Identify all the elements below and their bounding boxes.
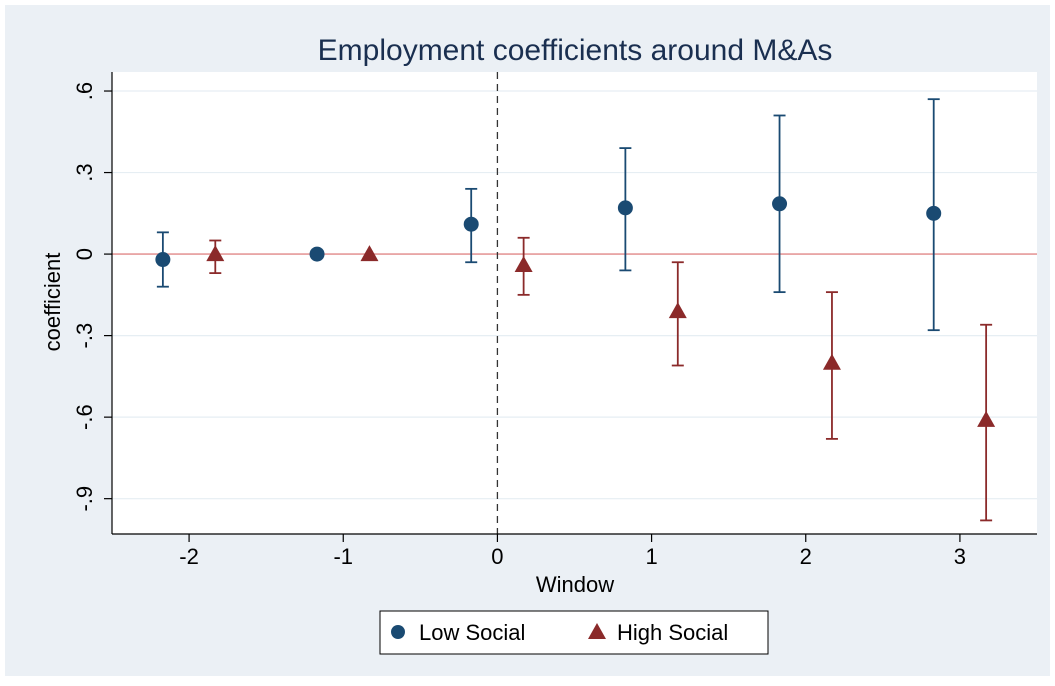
legend-high-social-label: High Social xyxy=(617,620,728,645)
high-social-point xyxy=(977,410,996,427)
y-tick-label: -.6 xyxy=(72,404,97,430)
y-tick-label: -.9 xyxy=(72,486,97,512)
y-tick-label: -.3 xyxy=(72,323,97,349)
low-social-series xyxy=(155,98,942,332)
low-social-point xyxy=(309,246,325,262)
data-series xyxy=(155,98,996,522)
high-social-point xyxy=(514,255,533,272)
low-social-point xyxy=(772,196,788,212)
y-tick-label: 0 xyxy=(72,248,97,260)
axis-ticks: .6 .3 0 -.3 -.6 -.9 -2 -1 0 1 2 3 xyxy=(72,82,966,569)
legend-box xyxy=(379,610,769,655)
high-social-point xyxy=(360,245,379,262)
legend-high-social-marker xyxy=(588,623,606,639)
x-tick-label: -1 xyxy=(333,544,353,569)
y-tick-label: .6 xyxy=(72,82,97,100)
low-social-point xyxy=(463,216,479,232)
x-axis-label: Window xyxy=(536,572,614,597)
x-tick-label: 0 xyxy=(491,544,503,569)
x-tick-label: -2 xyxy=(179,544,199,569)
plot-area xyxy=(112,72,1037,534)
reference-lines xyxy=(112,72,1037,534)
x-tick-label: 2 xyxy=(800,544,812,569)
chart-title: Employment coefficients around M&As xyxy=(318,34,833,67)
legend-low-social-label: Low Social xyxy=(419,620,525,645)
y-axis-label: coefficient xyxy=(40,253,65,352)
low-social-point xyxy=(926,205,942,221)
gridlines xyxy=(112,90,1037,500)
high-social-series xyxy=(206,236,996,522)
high-social-point xyxy=(668,302,687,319)
x-tick-label: 1 xyxy=(645,544,657,569)
low-social-point xyxy=(617,200,633,216)
legend: Low Social High Social xyxy=(379,610,769,655)
legend-low-social-marker xyxy=(391,625,405,639)
low-social-point xyxy=(155,252,171,268)
x-tick-label: 3 xyxy=(954,544,966,569)
high-social-point xyxy=(206,245,225,262)
y-tick-label: .3 xyxy=(72,163,97,181)
high-social-point xyxy=(822,353,841,370)
